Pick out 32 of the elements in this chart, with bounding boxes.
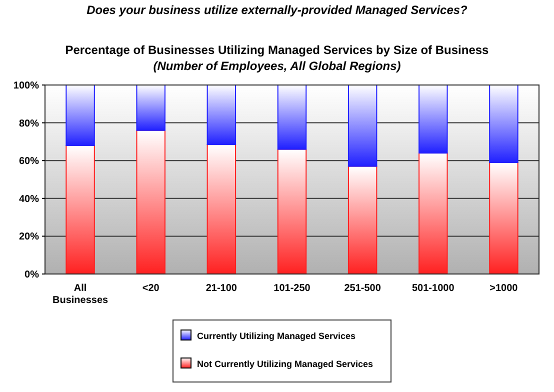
- x-tick-label: All Businesses: [52, 283, 109, 306]
- x-tick-label: 251-500: [344, 283, 382, 294]
- bar: [206, 84, 236, 146]
- bar: [136, 130, 166, 274]
- bar: [66, 144, 95, 274]
- text: (Number of Employees, All Global Regions): [153, 59, 401, 73]
- chart-subtitle: Percentage of Businesses Utilizing Managed Services by Size of Business: [65, 43, 490, 57]
- bar: [348, 166, 378, 274]
- bar: [489, 84, 518, 163]
- bar: [489, 162, 518, 274]
- legend-label: Currently Utilizing Managed Services: [197, 331, 356, 341]
- x-tick-label: 21-100: [206, 283, 238, 294]
- bar: [418, 84, 448, 154]
- bar: [206, 144, 236, 274]
- bar: [66, 84, 95, 146]
- y-tick-label: 60%: [18, 156, 40, 168]
- y-tick-label: 80%: [18, 118, 40, 130]
- bar: [418, 152, 448, 274]
- legend-label: Not Currently Utilizing Managed Services: [197, 359, 374, 369]
- y-tick-label: 100%: [13, 80, 40, 92]
- y-tick-label: 20%: [18, 232, 40, 243]
- x-tick-label: >1000: [490, 283, 518, 294]
- bar: [136, 84, 166, 131]
- y-tick-label: 40%: [18, 194, 40, 205]
- bar: [348, 84, 378, 167]
- bar: [277, 84, 307, 150]
- x-tick-label: 101-250: [274, 283, 311, 294]
- x-tick-label: <20: [142, 283, 160, 294]
- x-tick-label: 501-1000: [412, 283, 455, 294]
- bar: [277, 148, 307, 274]
- chart-title: Does your business utilize externally-provided Managed Services?: [86, 3, 468, 17]
- y-tick-label: 0%: [24, 270, 40, 280]
